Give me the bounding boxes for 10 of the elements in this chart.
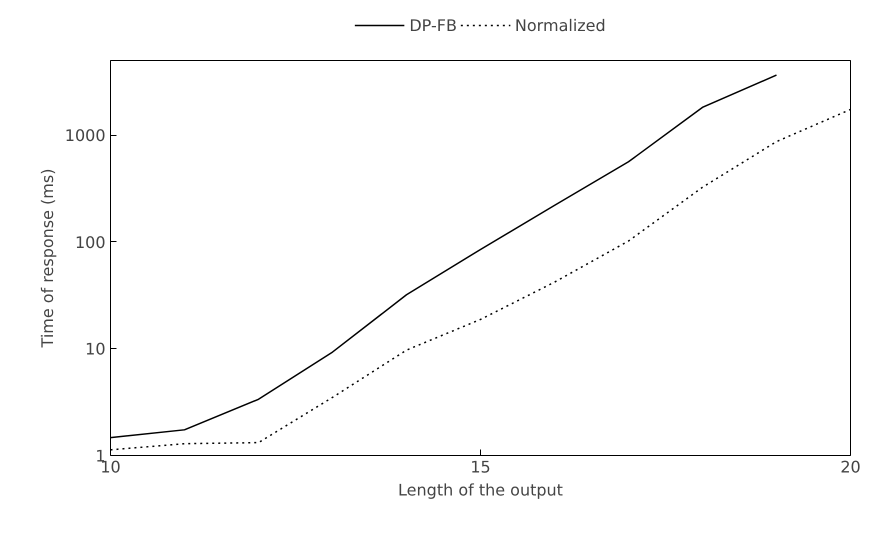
line-series [110, 74, 778, 438]
legend-label: Normalized [514, 16, 606, 34]
legend-label: DP-FB [409, 16, 457, 34]
x-tick-label: 15 [470, 458, 491, 476]
y-tick-label: 1000 [64, 126, 106, 146]
x-axis-title: Length of the output [398, 480, 563, 500]
y-axis-title: Time of response (ms) [38, 168, 57, 348]
y-tick-label: 100 [74, 232, 106, 252]
y-tick-label: 10 [85, 340, 106, 359]
x-tick-label: 20 [840, 458, 861, 476]
